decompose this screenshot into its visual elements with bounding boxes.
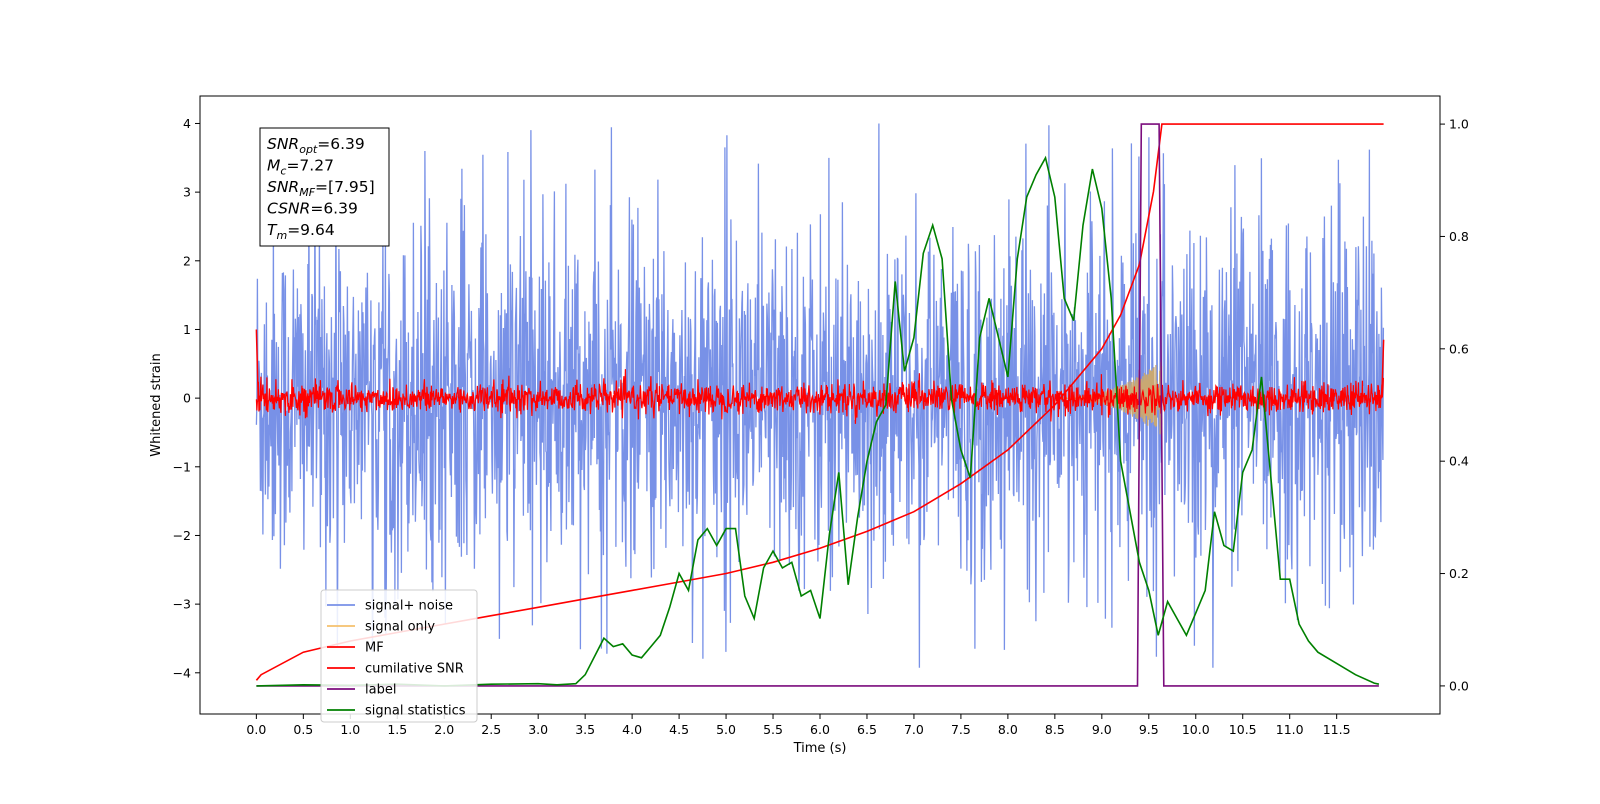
info-box-line: Mc=7.27 [267, 157, 334, 178]
plot-series-layer [255, 123, 1385, 687]
series-mf-edges [255, 329, 1385, 399]
x-tick-label: 9.5 [1139, 722, 1159, 737]
x-tick-label: 10.0 [1182, 722, 1210, 737]
x-tick-label: 6.0 [810, 722, 830, 737]
x-tick-label: 8.5 [1045, 722, 1065, 737]
x-tick-label: 11.5 [1323, 722, 1351, 737]
y-axis-left: 4 3 2 1 0 −1 −2 −3 −4 [173, 116, 200, 680]
x-tick-label: 3.5 [575, 722, 595, 737]
info-box-line: Tm=9.64 [267, 221, 335, 242]
x-tick-label: 0.0 [246, 722, 266, 737]
x-axis-label: Time (s) [793, 741, 847, 756]
x-tick-label: 5.0 [716, 722, 736, 737]
info-box-line: CSNR=6.39 [267, 200, 358, 218]
series-signal-statistics [256, 155, 1380, 687]
y2-tick-label: 0.2 [1449, 566, 1469, 581]
legend: signal+ noise signal only MF cumilative SNR… [320, 589, 478, 723]
x-tick-label: 11.0 [1276, 722, 1304, 737]
y-tick-label: 2 [183, 253, 191, 268]
legend-entry: cumilative SNR [365, 662, 464, 677]
y-axis-right: 1.0 0.8 0.6 0.4 0.2 0.0 [1440, 117, 1469, 693]
y-tick-label: 1 [183, 322, 191, 337]
y-tick-label: 0 [183, 391, 191, 406]
y2-tick-label: 0.0 [1449, 678, 1469, 693]
x-tick-label: 7.5 [951, 722, 971, 737]
legend-entry: signal only [365, 620, 435, 635]
y-tick-label: −3 [173, 597, 191, 612]
y-tick-label: 4 [183, 116, 191, 131]
x-tick-label: 4.5 [669, 722, 689, 737]
y-tick-label: −4 [173, 665, 191, 680]
x-tick-label: 5.5 [763, 722, 783, 737]
x-tick-label: 2.0 [434, 722, 454, 737]
x-tick-label: 8.0 [998, 722, 1018, 737]
series-label [256, 123, 1379, 687]
legend-frame [320, 589, 478, 723]
legend-entry: MF [365, 641, 384, 656]
y2-tick-label: 0.6 [1449, 341, 1469, 356]
y2-tick-label: 0.4 [1449, 454, 1469, 469]
x-tick-label: 6.5 [857, 722, 877, 737]
series-mf [255, 369, 1384, 424]
y2-tick-label: 1.0 [1449, 117, 1469, 132]
legend-entry: signal+ noise [365, 599, 453, 614]
x-tick-label: 9.0 [1092, 722, 1112, 737]
info-box-line: SNRopt=6.39 [267, 135, 365, 156]
x-tick-label: 3.0 [528, 722, 548, 737]
x-tick-label: 7.0 [904, 722, 924, 737]
y-tick-label: 3 [183, 185, 191, 200]
legend-entry: signal statistics [365, 704, 466, 719]
info-box-frame [259, 127, 390, 247]
x-tick-label: 1.0 [340, 722, 360, 737]
y-axis-label: Whitened strain [149, 353, 164, 456]
x-tick-label: 2.5 [481, 722, 501, 737]
x-tick-label: 1.5 [387, 722, 407, 737]
y2-tick-label: 0.8 [1449, 229, 1469, 244]
x-tick-label: 0.5 [293, 722, 313, 737]
legend-entry: label [365, 683, 396, 698]
x-axis: 0.0 0.5 1.0 1.5 2.0 2.5 3.0 3.5 4.0 4.5 5.0 5.5 6.0 6… [246, 714, 1351, 737]
info-box-line: SNRMF=[7.95] [267, 178, 375, 199]
x-tick-label: 10.5 [1229, 722, 1257, 737]
y-tick-label: −1 [173, 459, 191, 474]
y-tick-label: −2 [173, 528, 191, 543]
x-tick-label: 4.0 [622, 722, 642, 737]
